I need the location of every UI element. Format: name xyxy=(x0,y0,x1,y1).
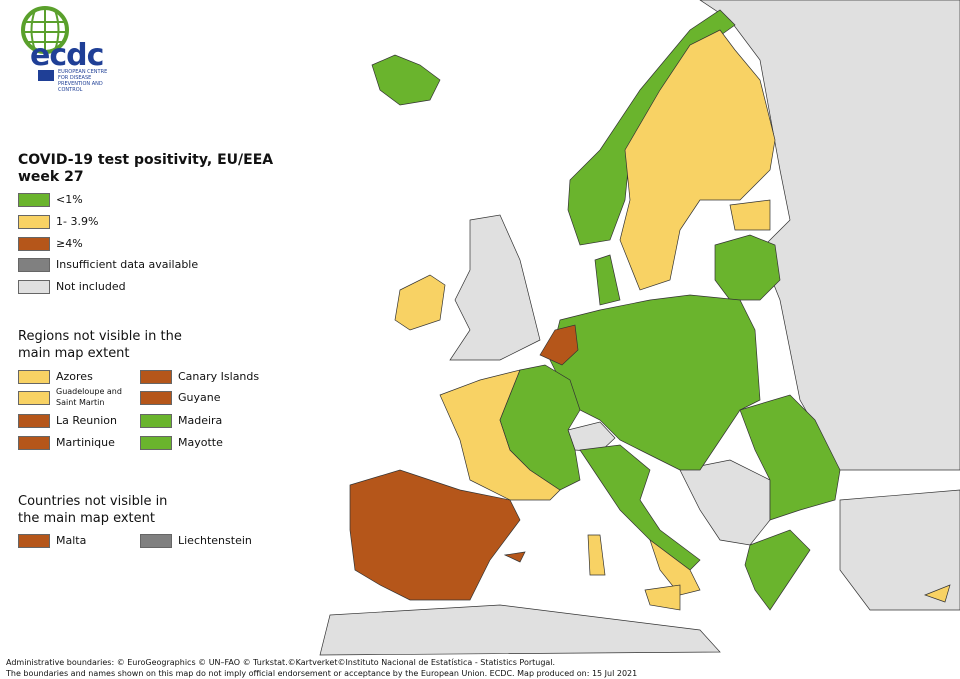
country xyxy=(729,199,771,231)
region-swatch xyxy=(18,436,50,450)
region-swatch xyxy=(18,370,50,384)
title: COVID-19 test positivity, EU/EEA week 27 xyxy=(18,152,273,186)
country xyxy=(394,274,446,331)
countries-heading: Countries not visible in the main map ex… xyxy=(18,494,168,526)
country xyxy=(587,534,606,576)
regions-heading: Regions not visible in the main map exte… xyxy=(18,329,182,361)
region-label: Azores xyxy=(56,370,93,383)
country xyxy=(594,254,621,306)
legend-label: 1- 3.9% xyxy=(56,214,99,228)
country xyxy=(579,444,701,571)
country xyxy=(539,324,579,366)
country xyxy=(499,364,581,491)
region-label: Mayotte xyxy=(178,436,223,449)
country xyxy=(619,29,776,291)
country xyxy=(739,394,841,521)
region-label: Martinique xyxy=(56,436,115,449)
country xyxy=(714,234,781,301)
logo-subtitle: EUROPEAN CENTRE FOR DISEASE PREVENTION A… xyxy=(58,69,108,93)
region-label: La Reunion xyxy=(56,414,117,427)
country xyxy=(349,469,521,601)
region-swatch xyxy=(18,414,50,428)
legend-label: <1% xyxy=(56,193,83,206)
land xyxy=(679,459,771,546)
region-label: Guadeloupe and Saint Martin xyxy=(56,387,122,407)
legend-swatch xyxy=(18,280,50,295)
region-label: Guyane xyxy=(178,391,221,404)
legend-label: ≥4% xyxy=(56,236,83,250)
legend-swatch xyxy=(18,193,50,207)
region-label: Madeira xyxy=(178,414,223,427)
title-line: COVID-19 test positivity, EU/EEA xyxy=(18,152,274,168)
region-swatch xyxy=(140,414,172,428)
country xyxy=(744,529,811,611)
not-included xyxy=(319,0,960,656)
legend-swatch xyxy=(18,214,50,229)
title-line: week 27 xyxy=(18,169,84,185)
country-label: Malta xyxy=(56,534,87,547)
legend-swatch xyxy=(18,236,50,251)
country-label: Liechtenstein xyxy=(178,534,252,547)
land xyxy=(839,489,960,611)
logo-graphic xyxy=(21,6,69,81)
footer-line: The boundaries and names shown on this m… xyxy=(6,669,638,678)
country-swatch xyxy=(18,534,50,548)
land xyxy=(319,604,721,656)
logo-name: ecdc xyxy=(30,38,104,73)
country-swatch xyxy=(140,534,172,548)
region-swatch xyxy=(140,436,172,450)
legend-swatch xyxy=(18,258,50,273)
country xyxy=(649,539,701,596)
legend-label: Insufficient data available xyxy=(56,258,199,272)
legend-label: Not included xyxy=(56,280,126,294)
region-label: Canary Islands xyxy=(178,370,260,383)
country xyxy=(371,54,441,106)
countries xyxy=(349,9,951,611)
footer-line: Administrative boundaries: © EuroGeograp… xyxy=(6,658,556,667)
footer: Administrative boundaries: © EuroGeograp… xyxy=(6,657,637,679)
region-swatch xyxy=(18,391,50,405)
region-swatch xyxy=(140,370,172,384)
country xyxy=(503,551,526,563)
country xyxy=(644,584,681,611)
country xyxy=(924,584,951,603)
region-swatch xyxy=(140,391,172,405)
land xyxy=(449,214,541,361)
